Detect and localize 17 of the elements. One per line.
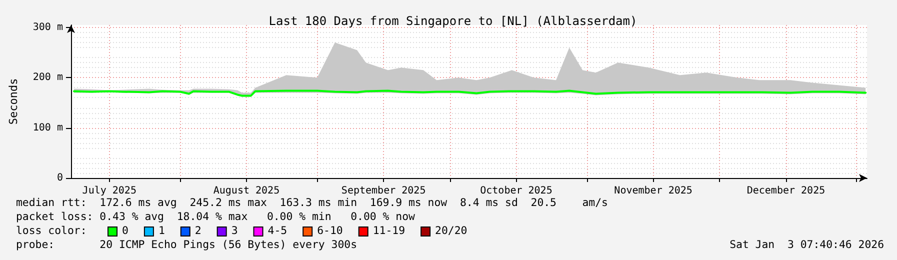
- x-tick-label: July 2025: [82, 186, 136, 196]
- y-tick-label: 300 m: [32, 22, 63, 34]
- x-tick-label: November 2025: [614, 186, 692, 196]
- x-tick-label: September 2025: [341, 186, 426, 196]
- text: probe: 20 ICMP Echo Pings (56 Bytes) every 300s: [16, 238, 358, 251]
- y-tick-label: 0: [56, 172, 63, 184]
- text: packet loss: 0.43 % avg 18.04 % max 0.00 % min 0.00 % now: [16, 210, 416, 223]
- text: median rtt: 172.6 ms avg 245.2 ms max 163.3 ms min 169.9 ms now 8.4 ms sd 20.5 am/s: [16, 196, 608, 209]
- x-tick-label: October 2025: [480, 186, 552, 196]
- x-tick-label: December 2025: [746, 186, 826, 196]
- y-tick-label: 100 m: [32, 122, 63, 134]
- text: Sat Jan 3 07:40:46 2026: [730, 238, 884, 251]
- text: loss color: 0 1 2 3 4-5 6-10 11-19 20/20: [16, 224, 468, 237]
- y-axis-title: Seconds: [7, 78, 20, 125]
- y-tick-label: 200 m: [32, 72, 63, 84]
- x-tick-label: August 2025: [213, 186, 280, 196]
- chart-title: Last 180 Days from Singapore to [NL] (Alblasserdam): [268, 14, 638, 28]
